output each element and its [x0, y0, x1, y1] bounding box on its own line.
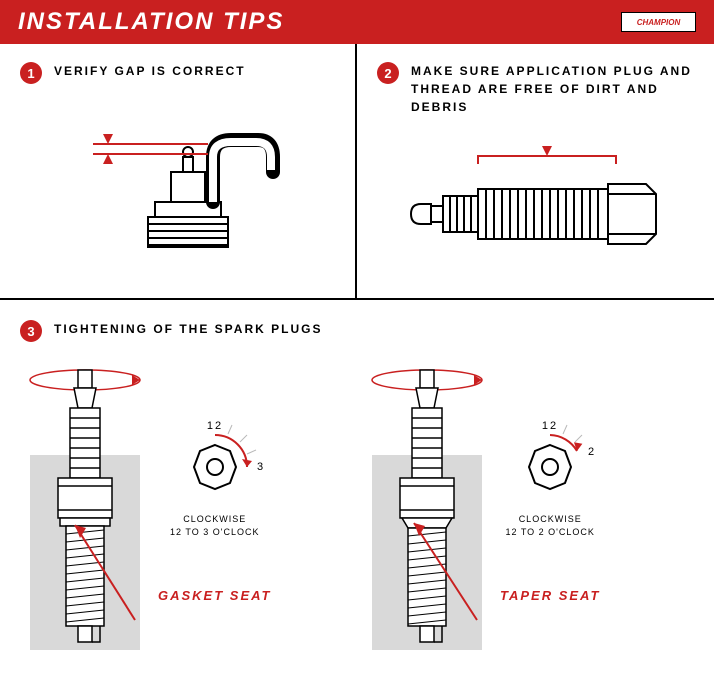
top-row: 1 VERIFY GAP IS CORRECT — [0, 44, 714, 300]
taper-plug-illustration — [362, 360, 492, 660]
page-title: INSTALLATION TIPS — [18, 8, 284, 36]
step-2-head: 2 MAKE SURE APPLICATION PLUG AND THREAD … — [377, 62, 694, 116]
step-3-number: 3 — [20, 320, 42, 342]
brand-badge: CHAMPION — [621, 12, 696, 32]
step-1-illustration — [20, 102, 335, 252]
gasket-block: 12 3 CLOCKWISE — [20, 360, 352, 660]
taper-seat-label: TAPER SEAT — [500, 588, 600, 603]
step-3-body: 12 3 CLOCKWISE — [20, 360, 694, 660]
gasket-caption-l2: 12 TO 3 O'CLOCK — [170, 527, 259, 537]
dial-side-label: 3 — [257, 461, 265, 473]
step-2-number: 2 — [377, 62, 399, 84]
header-bar: INSTALLATION TIPS CHAMPION — [0, 0, 714, 44]
panel-step-1: 1 VERIFY GAP IS CORRECT — [0, 44, 357, 298]
gasket-dial: 12 3 CLOCKWISE — [165, 417, 265, 538]
taper-caption-l2: 12 TO 2 O'CLOCK — [505, 527, 594, 537]
step-3-head: 3 TIGHTENING OF THE SPARK PLUGS — [20, 320, 694, 342]
gasket-plug-illustration — [20, 360, 150, 660]
step-2-illustration — [377, 134, 694, 274]
dial-top-label: 12 — [542, 420, 558, 432]
panel-step-2: 2 MAKE SURE APPLICATION PLUG AND THREAD … — [357, 44, 714, 298]
step-1-head: 1 VERIFY GAP IS CORRECT — [20, 62, 335, 84]
panel-step-3: 3 TIGHTENING OF THE SPARK PLUGS — [0, 300, 714, 670]
step-1-number: 1 — [20, 62, 42, 84]
step-1-title: VERIFY GAP IS CORRECT — [54, 62, 246, 80]
taper-block: 12 2 CLOCKWISE 12 TO 2 O'CLOCK — [362, 360, 694, 660]
taper-caption: CLOCKWISE 12 TO 2 O'CLOCK — [505, 513, 594, 538]
step-3-title: TIGHTENING OF THE SPARK PLUGS — [54, 320, 322, 338]
gasket-caption: CLOCKWISE 12 TO 3 O'CLOCK — [170, 513, 259, 538]
step-2-title: MAKE SURE APPLICATION PLUG AND THREAD AR… — [411, 62, 694, 116]
gasket-caption-l1: CLOCKWISE — [183, 514, 246, 524]
taper-dial: 12 2 CLOCKWISE 12 TO 2 O'CLOCK — [500, 417, 600, 538]
gasket-seat-label: GASKET SEAT — [158, 588, 272, 603]
taper-caption-l1: CLOCKWISE — [519, 514, 582, 524]
dial-top-label: 12 — [207, 420, 223, 432]
dial-side-label: 2 — [588, 446, 596, 458]
